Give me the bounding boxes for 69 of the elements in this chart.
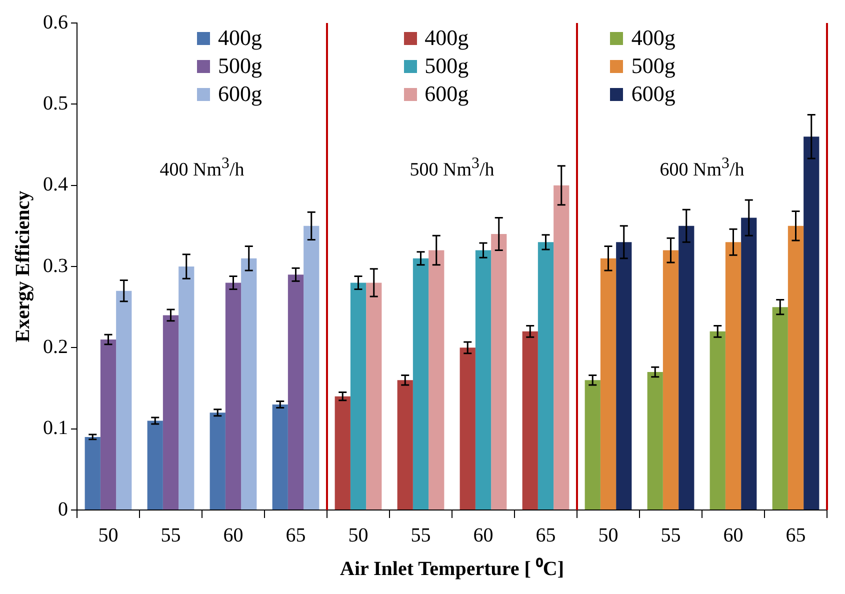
x-tick-label: 60 [223,524,244,546]
bar [600,258,616,510]
x-tick-label: 55 [410,524,431,546]
legend-label: 400g [218,25,262,51]
bar [678,226,694,510]
legend-label: 600g [424,81,469,107]
bar [116,290,132,510]
bar [554,185,570,510]
bar [725,242,742,510]
legend-label: 600g [631,81,676,107]
bar [162,315,179,510]
x-tick-label: 50 [598,524,618,546]
legend-label: 400g [631,25,676,51]
bar [210,412,226,510]
bar [304,226,320,510]
bar [662,250,679,510]
legend-label: 500g [631,53,676,79]
legend-label: 500g [218,53,262,79]
x-axis-title: Air Inlet Temperture [ ⁰C] [340,557,564,580]
bar [100,340,116,510]
annotation: 400 Nm$^{3}$/h [160,155,244,182]
bar [647,372,663,510]
bar [428,250,444,510]
bar [412,258,429,510]
y-tick-label: 0.3 [43,254,68,277]
bar [522,331,538,510]
bar [475,250,492,510]
x-tick-label: 60 [473,524,494,546]
y-tick-label: 0.1 [43,417,68,440]
y-tick-label: 0.5 [43,92,68,114]
bar [272,404,288,510]
x-tick-label: 50 [348,524,368,546]
bar [741,218,757,510]
x-tick-label: 65 [286,524,306,546]
bar [584,380,600,510]
bar [366,282,382,510]
bar [288,274,304,510]
bar [334,396,350,510]
legend-label: 400g [424,25,469,51]
x-tick-label: 55 [160,524,181,546]
legend-label: 500g [424,53,469,79]
y-axis-title: Exergy Efficiency [12,190,34,342]
y-tick-label: 0.4 [43,174,68,196]
bar [350,282,366,510]
bar [788,226,804,510]
annotation: 600 Nm$^{3}$/h [660,155,744,182]
y-tick-label: 0 [58,498,68,520]
bar [225,282,242,510]
bar [772,307,788,510]
annotation: 500 Nm$^{3}$/h [410,155,494,182]
bar [84,436,100,510]
bar [804,136,820,510]
bar [710,331,726,510]
y-tick-label: 0.6 [43,11,68,34]
bar [397,380,413,510]
x-tick-label: 60 [723,524,744,546]
x-tick-label: 50 [98,524,118,546]
x-tick-label: 65 [786,524,806,546]
x-tick-label: 55 [660,524,681,546]
bar [491,234,507,510]
legend-label: 600g [218,81,262,107]
bar [241,258,257,510]
bar [147,420,163,510]
bar [616,242,632,510]
x-tick-label: 65 [536,524,556,546]
bar [178,266,194,510]
y-tick-label: 0.2 [43,336,68,358]
bar [460,348,476,510]
bar [538,242,554,510]
